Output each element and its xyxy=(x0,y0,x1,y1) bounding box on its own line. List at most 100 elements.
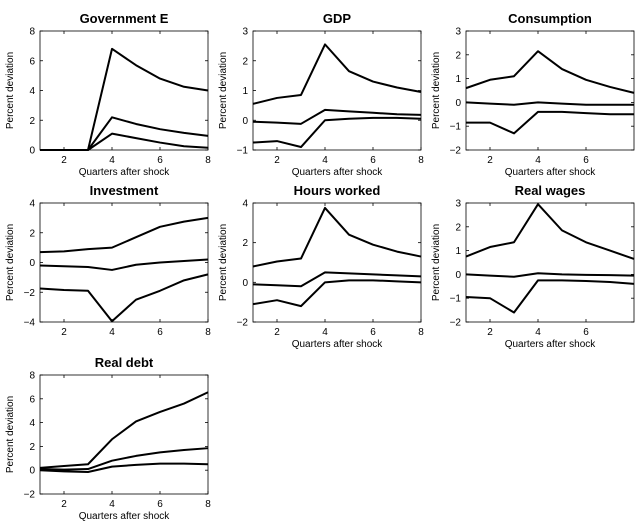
panel-6: Real wages −2 −1 0 1 2 3 2 4 6 8 Quarters after sho… xyxy=(431,183,637,350)
y-tick-label: 3 xyxy=(455,27,461,38)
series-line-3 xyxy=(39,273,209,323)
y-tick-label: −2 xyxy=(24,490,36,501)
x-tick-label: 2 xyxy=(487,155,493,166)
x-tick-label: 4 xyxy=(109,155,115,166)
series-line-1 xyxy=(252,43,422,105)
x-tick-label: 2 xyxy=(487,327,493,338)
panel-2: GDP −1 0 1 2 3 2 4 6 8 Quarters after shock Percent… xyxy=(218,11,424,178)
axes-box xyxy=(39,374,209,495)
x-tick-label: 6 xyxy=(370,327,376,338)
x-tick-label: 8 xyxy=(631,155,637,166)
y-axis-label: Percent deviation xyxy=(218,224,229,301)
x-ticks: 2 4 6 8 xyxy=(487,31,637,166)
x-tick-label: 8 xyxy=(205,499,211,510)
x-tick-label: 6 xyxy=(157,327,163,338)
y-tick-label: 2 xyxy=(242,238,248,249)
y-tick-label: −2 xyxy=(450,146,462,157)
y-axis-label: Percent deviation xyxy=(5,396,16,473)
series-line-1 xyxy=(465,203,635,260)
axes-box xyxy=(252,202,422,323)
y-tick-label: −1 xyxy=(237,146,249,157)
axes-box xyxy=(465,30,635,151)
series-line-1 xyxy=(39,391,209,469)
panel-5: Hours worked −2 0 2 4 2 4 6 8 Quarters after shoc… xyxy=(218,183,424,350)
x-tick-label: 2 xyxy=(61,155,67,166)
x-tick-label: 8 xyxy=(205,155,211,166)
series-line-3 xyxy=(252,116,422,149)
panel-title: Government E xyxy=(80,11,169,26)
series-line-1 xyxy=(39,216,209,254)
x-tick-label: 4 xyxy=(322,155,328,166)
y-tick-label: 6 xyxy=(29,394,35,405)
y-tick-label: 0 xyxy=(29,466,35,477)
series-line-1 xyxy=(465,50,635,94)
y-tick-label: 0 xyxy=(242,278,248,289)
panel-title: Real debt xyxy=(95,355,154,370)
y-axis-label: Percent deviation xyxy=(431,224,442,301)
x-tick-label: 4 xyxy=(109,499,115,510)
x-ticks: 2 4 6 8 xyxy=(61,203,211,338)
y-axis-label: Percent deviation xyxy=(5,52,16,129)
x-tick-label: 4 xyxy=(322,327,328,338)
y-tick-label: 2 xyxy=(29,228,35,239)
y-tick-label: −2 xyxy=(450,318,462,329)
x-axis-label: Quarters after shock xyxy=(79,167,171,178)
x-axis-label: Quarters after shock xyxy=(79,511,171,522)
x-tick-label: 6 xyxy=(583,327,589,338)
axes-box xyxy=(252,30,422,151)
y-tick-label: 2 xyxy=(242,56,248,67)
x-tick-label: 8 xyxy=(631,327,637,338)
x-tick-label: 8 xyxy=(418,155,424,166)
y-tick-label: −2 xyxy=(24,288,36,299)
y-tick-label: 6 xyxy=(29,56,35,67)
x-tick-label: 4 xyxy=(535,327,541,338)
x-tick-label: 6 xyxy=(583,155,589,166)
y-tick-label: 4 xyxy=(29,418,35,429)
x-axis-label: Quarters after shock xyxy=(292,167,384,178)
y-tick-label: 2 xyxy=(455,222,461,233)
panel-7: Real debt −2 0 2 4 6 8 2 4 6 8 Quarters after shock… xyxy=(5,355,211,522)
y-tick-label: 0 xyxy=(242,116,248,127)
y-tick-label: −4 xyxy=(24,318,36,329)
x-tick-label: 6 xyxy=(370,155,376,166)
y-axis-label: Percent deviation xyxy=(431,52,442,129)
series-line-1 xyxy=(252,206,422,268)
x-axis-label: Quarters after shock xyxy=(292,339,384,350)
series-line-3 xyxy=(465,279,635,314)
x-axis-label: Quarters after shock xyxy=(505,167,597,178)
series-line-2 xyxy=(39,258,209,271)
panel-title: Consumption xyxy=(508,11,592,26)
y-tick-label: 0 xyxy=(455,98,461,109)
y-tick-label: −2 xyxy=(237,318,249,329)
x-ticks: 2 4 6 8 xyxy=(61,375,211,510)
x-tick-label: 4 xyxy=(535,155,541,166)
y-tick-label: 0 xyxy=(29,258,35,269)
y-tick-label: 2 xyxy=(29,442,35,453)
series-line-1 xyxy=(40,47,209,151)
y-tick-label: 4 xyxy=(29,199,35,210)
x-tick-label: 2 xyxy=(274,155,280,166)
panel-4: Investment −4 −2 0 2 4 2 4 6 8 Percent deviation xyxy=(5,183,211,338)
series-line-2 xyxy=(39,447,209,471)
y-tick-label: 8 xyxy=(29,27,35,38)
y-tick-label: 2 xyxy=(455,50,461,61)
x-tick-label: 2 xyxy=(274,327,280,338)
y-tick-label: 8 xyxy=(29,371,35,382)
y-tick-label: 1 xyxy=(242,86,248,97)
panel-title: GDP xyxy=(323,11,352,26)
y-tick-label: 3 xyxy=(242,27,248,38)
x-tick-label: 8 xyxy=(418,327,424,338)
panel-title: Hours worked xyxy=(294,183,381,198)
y-tick-label: 1 xyxy=(455,74,461,85)
series-line-3 xyxy=(466,110,634,135)
axes-box xyxy=(465,202,635,323)
x-tick-label: 2 xyxy=(61,499,67,510)
y-tick-label: 3 xyxy=(455,199,461,210)
y-tick-label: 0 xyxy=(455,270,461,281)
series-line-3 xyxy=(252,279,422,308)
y-axis-label: Percent deviation xyxy=(5,224,16,301)
x-tick-label: 8 xyxy=(205,327,211,338)
x-ticks: 2 4 6 8 xyxy=(274,203,424,338)
x-ticks: 2 4 6 8 xyxy=(487,203,637,338)
y-tick-label: 1 xyxy=(455,246,461,257)
